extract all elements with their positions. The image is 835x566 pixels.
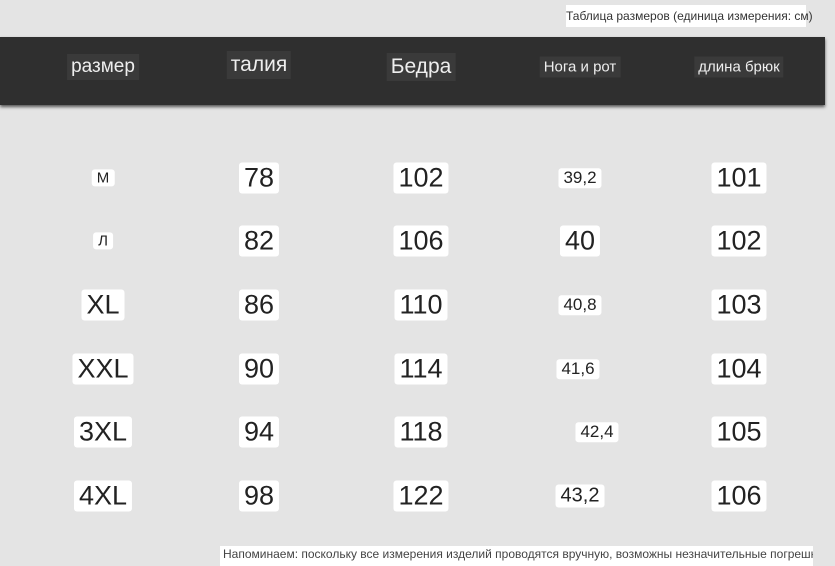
column-header: длина брюк <box>694 56 784 78</box>
size-value: 82 <box>238 225 280 257</box>
size-value: 42,4 <box>575 422 619 442</box>
size-value: 94 <box>238 416 280 448</box>
size-value: 40,8 <box>558 295 602 315</box>
size-value: 101 <box>711 162 767 194</box>
size-value: 110 <box>394 289 448 321</box>
size-value: 118 <box>394 416 448 448</box>
column-header: талия <box>226 51 292 79</box>
size-value: 98 <box>238 480 280 512</box>
size-label: M <box>91 169 115 187</box>
size-label: Л <box>93 232 113 250</box>
size-value: 39,2 <box>558 168 602 188</box>
column-header: Нога и рот <box>539 56 621 78</box>
size-value: 103 <box>711 289 767 321</box>
column-header: Бедра <box>386 53 456 81</box>
size-value: 78 <box>238 162 280 194</box>
size-value: 122 <box>393 480 449 512</box>
column-header: размер <box>67 54 139 80</box>
size-value: 104 <box>711 353 767 385</box>
size-value: 105 <box>711 416 767 448</box>
size-value: 40 <box>559 225 601 257</box>
size-value: 106 <box>393 225 449 257</box>
size-value: 102 <box>711 225 767 257</box>
size-label: 3XL <box>73 416 133 448</box>
note: Напоминаем: поскольку все измерения изде… <box>220 546 813 566</box>
size-value: 86 <box>238 289 280 321</box>
size-value: 114 <box>394 353 448 385</box>
size-value: 106 <box>711 480 767 512</box>
size-value: 43,2 <box>555 484 605 508</box>
size-label: XXL <box>72 353 134 385</box>
size-value: 102 <box>393 162 449 194</box>
size-label: 4XL <box>73 480 133 512</box>
header-band: размер талия Бедра Нога и рот длина брюк <box>0 37 825 105</box>
table-caption: Таблица размеров (единица измерения: см) <box>566 5 813 27</box>
size-label: XL <box>81 289 125 321</box>
size-value: 41,6 <box>556 359 600 379</box>
size-value: 90 <box>238 353 280 385</box>
